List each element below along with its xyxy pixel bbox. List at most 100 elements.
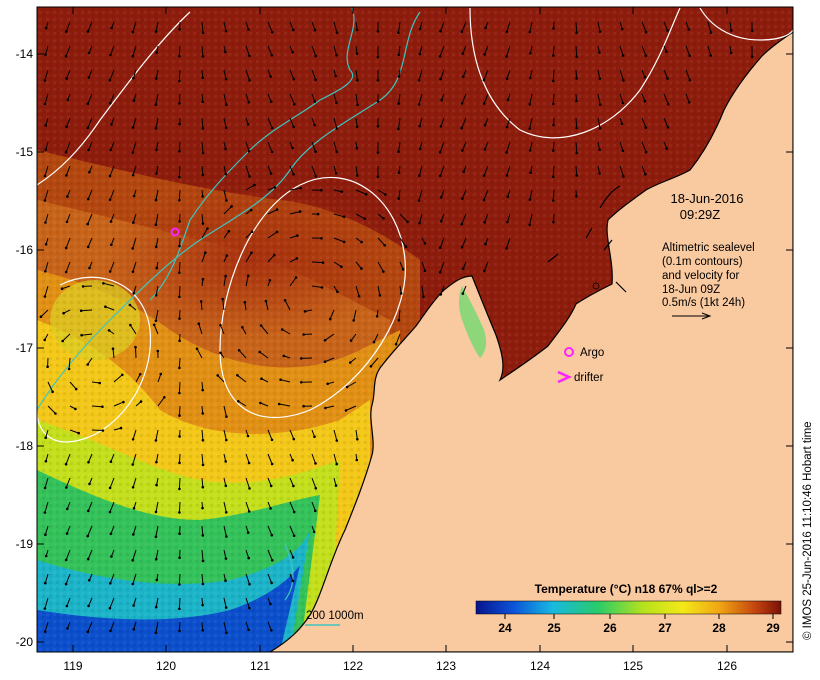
velocity-vector-head	[342, 240, 346, 244]
velocity-vector	[373, 333, 379, 343]
velocity-vector-head	[154, 30, 158, 33]
velocity-vector	[200, 301, 203, 311]
velocity-vector	[40, 309, 49, 318]
velocity-vector-head	[528, 30, 532, 34]
lon-tick-label: 119	[63, 659, 82, 673]
velocity-vector-head	[221, 297, 224, 301]
velocity-vector-head	[314, 487, 318, 490]
velocity-vector-head	[528, 149, 532, 152]
velocity-vector-head	[376, 55, 380, 59]
velocity-vector-head	[132, 76, 135, 80]
velocity-vector	[333, 429, 338, 441]
velocity-vector	[575, 117, 578, 129]
velocity-vector-head	[155, 578, 159, 582]
velocity-vector-head	[397, 150, 400, 153]
velocity-vector-head	[292, 510, 296, 514]
velocity-vector	[245, 621, 250, 630]
velocity-vector-head	[575, 174, 578, 177]
velocity-vector-head	[246, 274, 250, 278]
velocity-vector-head	[666, 126, 670, 129]
velocity-vector	[155, 501, 159, 512]
velocity-vector	[439, 237, 445, 248]
velocity-vector-head	[335, 150, 339, 154]
velocity-vector-head	[319, 188, 323, 192]
velocity-vector-head	[178, 511, 181, 514]
velocity-vector-head	[688, 78, 692, 82]
velocity-vector	[135, 374, 141, 383]
velocity-vector-head	[417, 103, 421, 106]
velocity-vector	[237, 374, 247, 383]
velocity-vector	[201, 621, 204, 631]
velocity-vector	[69, 429, 79, 434]
map-plot-area	[37, 7, 793, 652]
velocity-vector-head	[482, 102, 486, 105]
velocity-vector	[399, 237, 407, 247]
velocity-vector	[132, 549, 137, 561]
velocity-vector-head	[87, 460, 90, 464]
velocity-vector	[575, 141, 578, 154]
colorbar-ticks: 24 25 26 27 28 29	[498, 614, 780, 635]
velocity-vector	[155, 189, 159, 201]
velocity-vector	[201, 573, 204, 585]
velocity-vector-head	[110, 555, 113, 558]
velocity-vector-head	[178, 198, 181, 202]
argo-float-marker	[170, 227, 180, 237]
velocity-vector-head	[644, 126, 648, 129]
sealevel-contour-eddy-e	[219, 176, 407, 419]
velocity-vector	[223, 405, 227, 417]
velocity-vector	[663, 117, 669, 128]
velocity-vector	[65, 141, 71, 153]
velocity-vector-head	[270, 462, 274, 466]
velocity-vector	[483, 69, 489, 81]
velocity-vector	[461, 21, 467, 32]
velocity-vector-head	[178, 317, 181, 320]
velocity-vector	[223, 501, 227, 513]
velocity-vector	[109, 597, 115, 609]
velocity-vector	[399, 261, 404, 270]
velocity-vector	[619, 93, 624, 104]
velocity-vector	[506, 117, 511, 128]
velocity-vector-head	[65, 220, 69, 224]
velocity-vector-head	[482, 198, 486, 202]
velocity-vector	[267, 254, 275, 263]
velocity-vector-head	[154, 103, 158, 106]
velocity-vector	[129, 324, 137, 335]
velocity-vector	[155, 117, 159, 129]
velocity-vector-head	[418, 52, 422, 56]
velocity-vector	[87, 213, 93, 225]
velocity-vector-head	[460, 102, 464, 105]
velocity-vector	[201, 525, 204, 536]
velocity-vector-head	[109, 629, 112, 633]
velocity-vector-head	[155, 483, 158, 487]
velocity-vector-head	[108, 198, 112, 202]
velocity-vector-head	[483, 53, 486, 56]
velocity-vector	[44, 525, 49, 535]
velocity-vector-head	[131, 486, 135, 489]
velocity-vector-head	[505, 55, 508, 58]
velocity-vector-head	[313, 123, 316, 127]
velocity-vector	[155, 213, 159, 225]
velocity-vector-head	[376, 100, 380, 103]
velocity-vector-head	[666, 29, 669, 32]
velocity-vector-head	[277, 402, 281, 406]
velocity-vector	[103, 282, 115, 287]
temperature-colorbar: Temperature (°C) n18 67% ql>=2 24 25 26 27 2…	[475, 582, 782, 635]
note-line-3: and velocity for	[662, 270, 740, 282]
velocity-vector-head	[364, 192, 368, 196]
velocity-vector	[641, 21, 647, 33]
velocity-vector	[179, 405, 181, 416]
velocity-vector	[238, 400, 247, 407]
velocity-vector-head	[644, 54, 648, 57]
velocity-vector-head	[86, 222, 89, 226]
velocity-vector-head	[43, 630, 47, 633]
velocity-vector-head	[178, 414, 181, 417]
velocity-vector-head	[303, 310, 307, 313]
velocity-vector-head	[314, 150, 317, 153]
velocity-vector-head	[122, 400, 125, 404]
velocity-vector-head	[248, 175, 251, 178]
velocity-vector	[418, 69, 423, 81]
velocity-vector-head	[598, 148, 601, 152]
velocity-vector	[355, 429, 358, 440]
velocity-vector-head	[342, 215, 346, 219]
velocity-vector-head	[201, 76, 204, 80]
